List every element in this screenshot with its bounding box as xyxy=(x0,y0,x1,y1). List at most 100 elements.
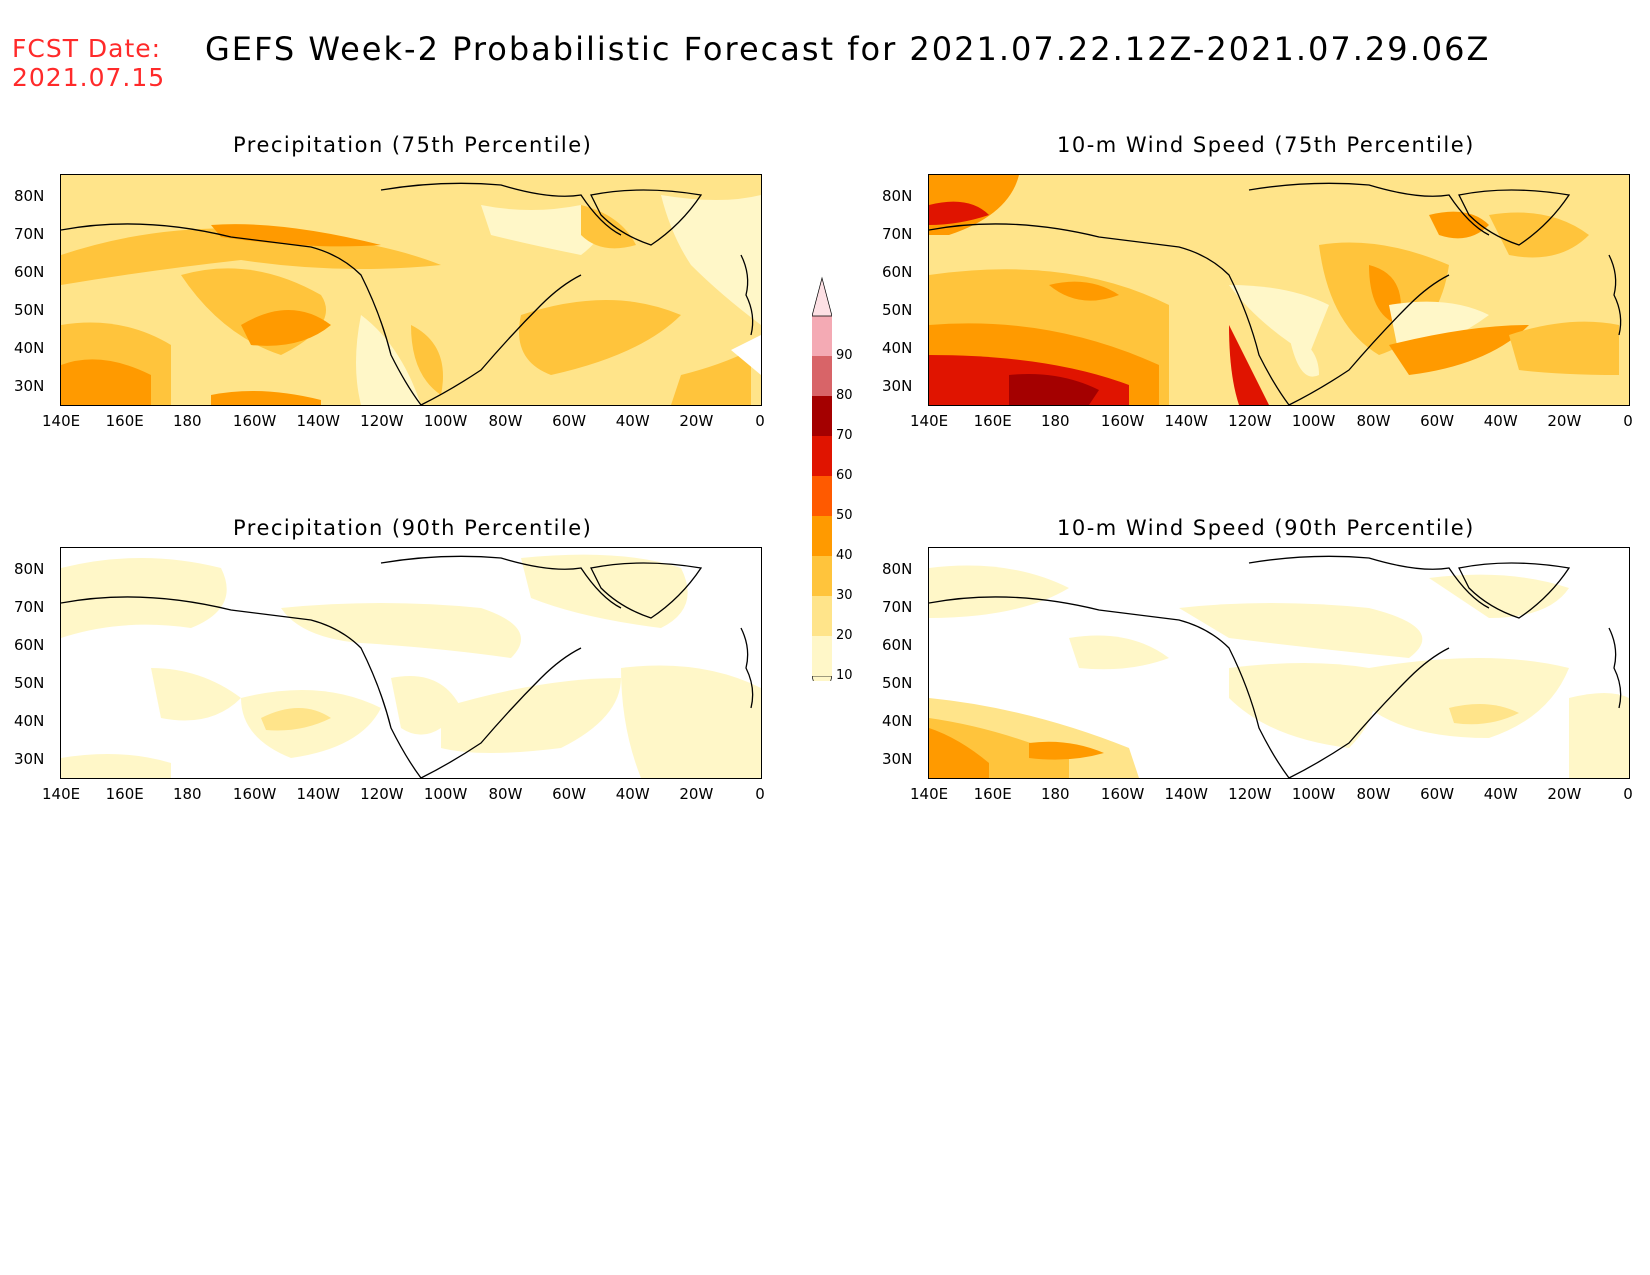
colorbar-segment xyxy=(812,316,832,356)
colorbar-segment xyxy=(812,556,832,596)
lon-tick-label: 160E xyxy=(973,785,1012,803)
lon-tick-label: 60W xyxy=(552,412,587,430)
colorbar-segment xyxy=(812,396,832,436)
colorbar-level-label: 20 xyxy=(836,628,853,643)
colorbar-level-label: 10 xyxy=(836,668,853,683)
panel-title-precip-90: Precipitation (90th Percentile) xyxy=(233,516,593,540)
panel-title-precip-75: Precipitation (75th Percentile) xyxy=(233,133,593,157)
lon-tick-label: 140E xyxy=(910,412,949,430)
colorbar-level-label: 60 xyxy=(836,468,853,483)
map-wind-75 xyxy=(928,174,1630,406)
lon-tick-label: 120W xyxy=(1228,785,1272,803)
lon-tick-label: 180 xyxy=(1040,412,1070,430)
lon-tick-label: 20W xyxy=(1547,412,1582,430)
colorbar-level-label: 40 xyxy=(836,548,853,563)
lon-tick-label: 160W xyxy=(232,785,277,803)
lon-tick-label: 100W xyxy=(423,785,468,803)
page-title: GEFS Week-2 Probabilistic Forecast for 2… xyxy=(205,30,1491,68)
lat-tick-label: 30N xyxy=(882,377,913,395)
lat-tick-label: 80N xyxy=(14,187,45,205)
lat-tick-label: 80N xyxy=(882,187,913,205)
lon-tick-label: 160E xyxy=(105,412,144,430)
lat-tick-label: 40N xyxy=(14,339,45,357)
lon-tick-label: 180 xyxy=(1040,785,1070,803)
lon-tick-label: 100W xyxy=(423,412,468,430)
colorbar-level-label: 80 xyxy=(836,388,853,403)
lon-tick-label: 160W xyxy=(1100,785,1145,803)
map-precip-75 xyxy=(60,174,762,406)
lon-tick-label: 140W xyxy=(1164,785,1208,803)
lat-tick-label: 40N xyxy=(14,712,45,730)
colorbar-segment xyxy=(812,516,832,556)
lat-tick-label: 80N xyxy=(14,560,45,578)
lon-tick-label: 160E xyxy=(105,785,144,803)
lon-tick-label: 120W xyxy=(1228,412,1272,430)
lon-tick-label: 120W xyxy=(360,785,404,803)
lon-tick-label: 160W xyxy=(1100,412,1145,430)
lon-tick-label: 140W xyxy=(1164,412,1208,430)
lon-tick-label: 180 xyxy=(172,785,202,803)
lon-tick-label: 40W xyxy=(615,785,650,803)
lat-tick-label: 60N xyxy=(14,636,45,654)
colorbar-segment xyxy=(812,436,832,476)
panel-title-wind-90: 10-m Wind Speed (90th Percentile) xyxy=(1057,516,1475,540)
lon-tick-label: 0 xyxy=(1623,412,1633,430)
lon-tick-label: 80W xyxy=(488,785,523,803)
lon-tick-label: 80W xyxy=(1356,412,1391,430)
lat-tick-label: 50N xyxy=(882,674,913,692)
lon-tick-label: 100W xyxy=(1291,785,1336,803)
lon-tick-label: 20W xyxy=(679,785,714,803)
lon-tick-label: 120W xyxy=(360,412,404,430)
lat-tick-label: 60N xyxy=(882,636,913,654)
forecast-date-block: FCST Date: 2021.07.15 xyxy=(12,34,165,92)
lat-tick-label: 40N xyxy=(882,712,913,730)
lon-tick-label: 0 xyxy=(755,412,765,430)
lon-tick-label: 60W xyxy=(1420,785,1455,803)
lon-tick-label: 40W xyxy=(615,412,650,430)
lon-tick-label: 140W xyxy=(296,785,340,803)
lat-tick-label: 30N xyxy=(882,750,913,768)
lon-tick-label: 180 xyxy=(172,412,202,430)
colorbar-high-triangle xyxy=(811,276,833,317)
map-precip-90 xyxy=(60,547,762,779)
lon-tick-label: 60W xyxy=(552,785,587,803)
colorbar-level-label: 30 xyxy=(836,588,853,603)
colorbar-level-label: 50 xyxy=(836,508,853,523)
map-wind-90 xyxy=(928,547,1630,779)
lon-tick-label: 60W xyxy=(1420,412,1455,430)
lon-tick-label: 0 xyxy=(1623,785,1633,803)
lon-tick-label: 140E xyxy=(42,412,81,430)
colorbar-level-label: 90 xyxy=(836,348,853,363)
lat-tick-label: 50N xyxy=(14,674,45,692)
lat-tick-label: 70N xyxy=(882,225,913,243)
lat-tick-label: 50N xyxy=(14,301,45,319)
lon-tick-label: 100W xyxy=(1291,412,1336,430)
lon-tick-label: 40W xyxy=(1483,412,1518,430)
lat-tick-label: 50N xyxy=(882,301,913,319)
forecast-date-label: FCST Date: xyxy=(12,34,162,63)
colorbar-low-triangle xyxy=(811,675,833,716)
lat-tick-label: 70N xyxy=(14,225,45,243)
lon-tick-label: 140E xyxy=(42,785,81,803)
lon-tick-label: 0 xyxy=(755,785,765,803)
lat-tick-label: 80N xyxy=(882,560,913,578)
lat-tick-label: 40N xyxy=(882,339,913,357)
lon-tick-label: 20W xyxy=(1547,785,1582,803)
forecast-date-value: 2021.07.15 xyxy=(12,63,166,92)
lon-tick-label: 160E xyxy=(973,412,1012,430)
colorbar-segment xyxy=(812,476,832,516)
lon-tick-label: 140E xyxy=(910,785,949,803)
lon-tick-label: 160W xyxy=(232,412,277,430)
lon-tick-label: 40W xyxy=(1483,785,1518,803)
colorbar-segment xyxy=(812,596,832,636)
colorbar: 10 20 30 40 50 60 70 80 90 xyxy=(811,276,892,716)
lat-tick-label: 60N xyxy=(882,263,913,281)
lon-tick-label: 80W xyxy=(1356,785,1391,803)
lon-tick-label: 20W xyxy=(679,412,714,430)
colorbar-swatches xyxy=(811,276,833,716)
lat-tick-label: 60N xyxy=(14,263,45,281)
lat-tick-label: 70N xyxy=(882,598,913,616)
colorbar-level-label: 70 xyxy=(836,428,853,443)
panel-title-wind-75: 10-m Wind Speed (75th Percentile) xyxy=(1057,133,1475,157)
lat-tick-label: 30N xyxy=(14,377,45,395)
